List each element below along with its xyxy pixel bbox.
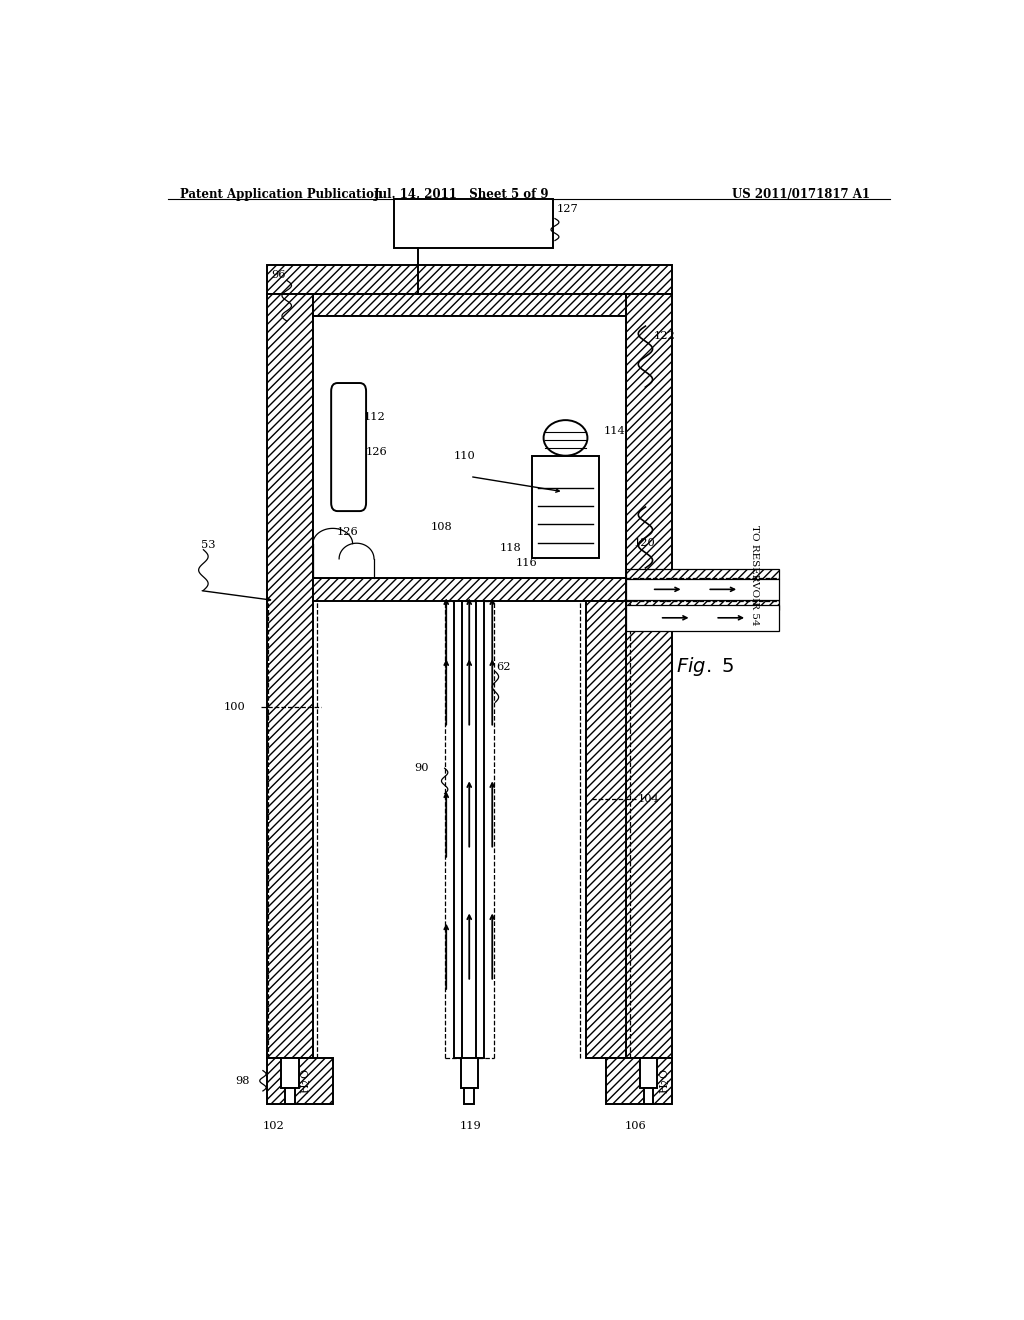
Bar	[531, 457, 599, 558]
Bar	[644, 1089, 653, 1104]
Text: 122: 122	[653, 331, 675, 342]
Bar	[640, 1057, 657, 1089]
Text: 53: 53	[201, 540, 215, 549]
Text: 104: 104	[638, 793, 659, 804]
Text: 126: 126	[367, 447, 388, 457]
Text: 108: 108	[430, 523, 452, 532]
Text: 106: 106	[625, 1121, 646, 1131]
Bar	[476, 601, 484, 1057]
Text: 62: 62	[497, 661, 511, 672]
Text: 102: 102	[263, 1121, 285, 1131]
Text: Patent Application Publication: Patent Application Publication	[179, 187, 382, 201]
Text: $\mathit{Fig.}$ $\mathit{5}$: $\mathit{Fig.}$ $\mathit{5}$	[676, 655, 733, 678]
Bar	[587, 601, 626, 1057]
Text: US 2011/0171817 A1: US 2011/0171817 A1	[732, 187, 870, 201]
Text: Jul. 14, 2011   Sheet 5 of 9: Jul. 14, 2011 Sheet 5 of 9	[374, 187, 549, 201]
Bar	[626, 599, 778, 610]
Bar	[455, 601, 462, 1057]
Text: 127: 127	[557, 203, 579, 214]
Bar	[267, 265, 672, 293]
Text: 114: 114	[603, 426, 625, 436]
Bar	[461, 1057, 478, 1089]
Ellipse shape	[544, 420, 588, 455]
Bar	[313, 315, 626, 578]
Bar	[626, 579, 778, 599]
Bar	[606, 1057, 672, 1104]
Bar	[267, 293, 313, 1057]
Bar	[626, 605, 778, 631]
Bar	[285, 1089, 295, 1104]
Text: 110: 110	[454, 451, 476, 461]
Text: 118: 118	[500, 543, 522, 553]
Text: 100: 100	[223, 702, 245, 713]
Text: TO RESERVOIR 54: TO RESERVOIR 54	[751, 525, 760, 626]
Text: 96: 96	[270, 271, 286, 280]
Text: 119: 119	[460, 1121, 481, 1131]
Bar	[313, 578, 626, 601]
Bar	[626, 293, 672, 1057]
Bar	[626, 569, 778, 579]
Bar	[267, 1057, 333, 1104]
Bar	[394, 199, 553, 248]
Text: 98: 98	[236, 1076, 250, 1086]
Text: 116: 116	[516, 558, 538, 568]
Text: 112: 112	[364, 412, 385, 421]
FancyBboxPatch shape	[331, 383, 366, 511]
Bar	[313, 293, 626, 315]
Text: H$_2$O: H$_2$O	[299, 1068, 313, 1094]
Text: H$_2$O: H$_2$O	[658, 1068, 672, 1094]
Text: 90: 90	[415, 763, 429, 774]
Text: 126: 126	[337, 528, 358, 537]
Text: 120: 120	[634, 537, 655, 548]
Bar	[282, 1057, 299, 1089]
Bar	[465, 1089, 474, 1104]
